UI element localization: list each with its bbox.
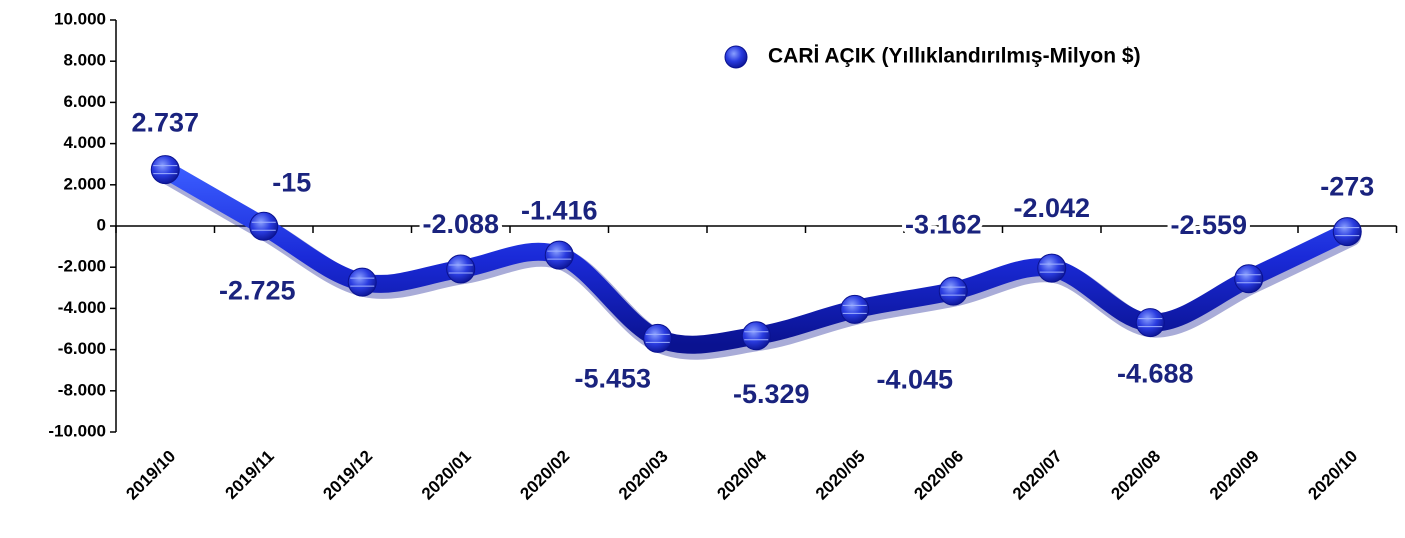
data-label: -4.045	[876, 364, 953, 394]
x-tick-label: 2020/08	[1107, 447, 1164, 504]
y-tick-label: -2.000	[58, 257, 106, 276]
data-label: -2.559	[1170, 210, 1247, 240]
marker	[1037, 253, 1067, 283]
y-tick-label: -4.000	[58, 298, 106, 317]
marker	[249, 211, 279, 241]
x-tick-label: 2020/04	[713, 446, 770, 503]
line	[156, 160, 1357, 354]
data-label: -273	[1320, 172, 1374, 202]
marker	[1135, 308, 1165, 338]
x-tick-label: 2020/03	[615, 447, 672, 504]
x-tick-label: 2020/01	[418, 447, 475, 504]
y-tick-label: -10.000	[48, 421, 106, 440]
data-label: -4.688	[1117, 359, 1194, 389]
legend-marker	[724, 45, 748, 69]
data-label: -1.416	[521, 195, 598, 225]
y-tick-label: 0	[97, 215, 106, 234]
x-tick-label: 2020/06	[910, 447, 967, 504]
marker	[446, 254, 476, 284]
marker	[840, 294, 870, 324]
y-tick-label: 8.000	[63, 51, 106, 70]
data-label: -3.162	[905, 209, 982, 239]
y-tick-label: 2.000	[63, 174, 106, 193]
marker	[544, 240, 574, 270]
data-label: -2.088	[422, 209, 499, 239]
marker	[1234, 264, 1264, 294]
legend-label: CARİ AÇIK (Yıllıklandırılmış-Milyon $)	[768, 45, 1141, 68]
marker	[150, 155, 180, 185]
data-label: -2.042	[1013, 193, 1090, 223]
x-tick-label: 2019/10	[122, 447, 179, 504]
y-tick-label: -6.000	[58, 339, 106, 358]
y-tick-label: 10.000	[54, 9, 106, 28]
y-tick-label: 4.000	[63, 133, 106, 152]
x-tick-label: 2020/09	[1206, 447, 1263, 504]
x-tick-label: 2020/02	[516, 447, 573, 504]
marker	[938, 276, 968, 306]
data-label: 2.737	[131, 108, 199, 138]
x-tick-label: 2019/12	[319, 447, 376, 504]
data-label: -5.329	[733, 379, 810, 409]
marker	[741, 321, 771, 351]
y-tick-label: -8.000	[58, 380, 106, 399]
x-tick-label: 2020/07	[1009, 447, 1066, 504]
marker	[347, 267, 377, 297]
marker	[643, 323, 673, 353]
x-tick-label: 2020/10	[1304, 447, 1361, 504]
x-tick-label: 2020/05	[812, 447, 869, 504]
data-label: -5.453	[574, 363, 651, 393]
marker	[1332, 217, 1362, 247]
x-tick-label: 2019/11	[222, 447, 278, 503]
data-label: -2.725	[219, 275, 296, 305]
y-tick-label: 6.000	[63, 92, 106, 111]
data-label: -15	[272, 167, 311, 197]
